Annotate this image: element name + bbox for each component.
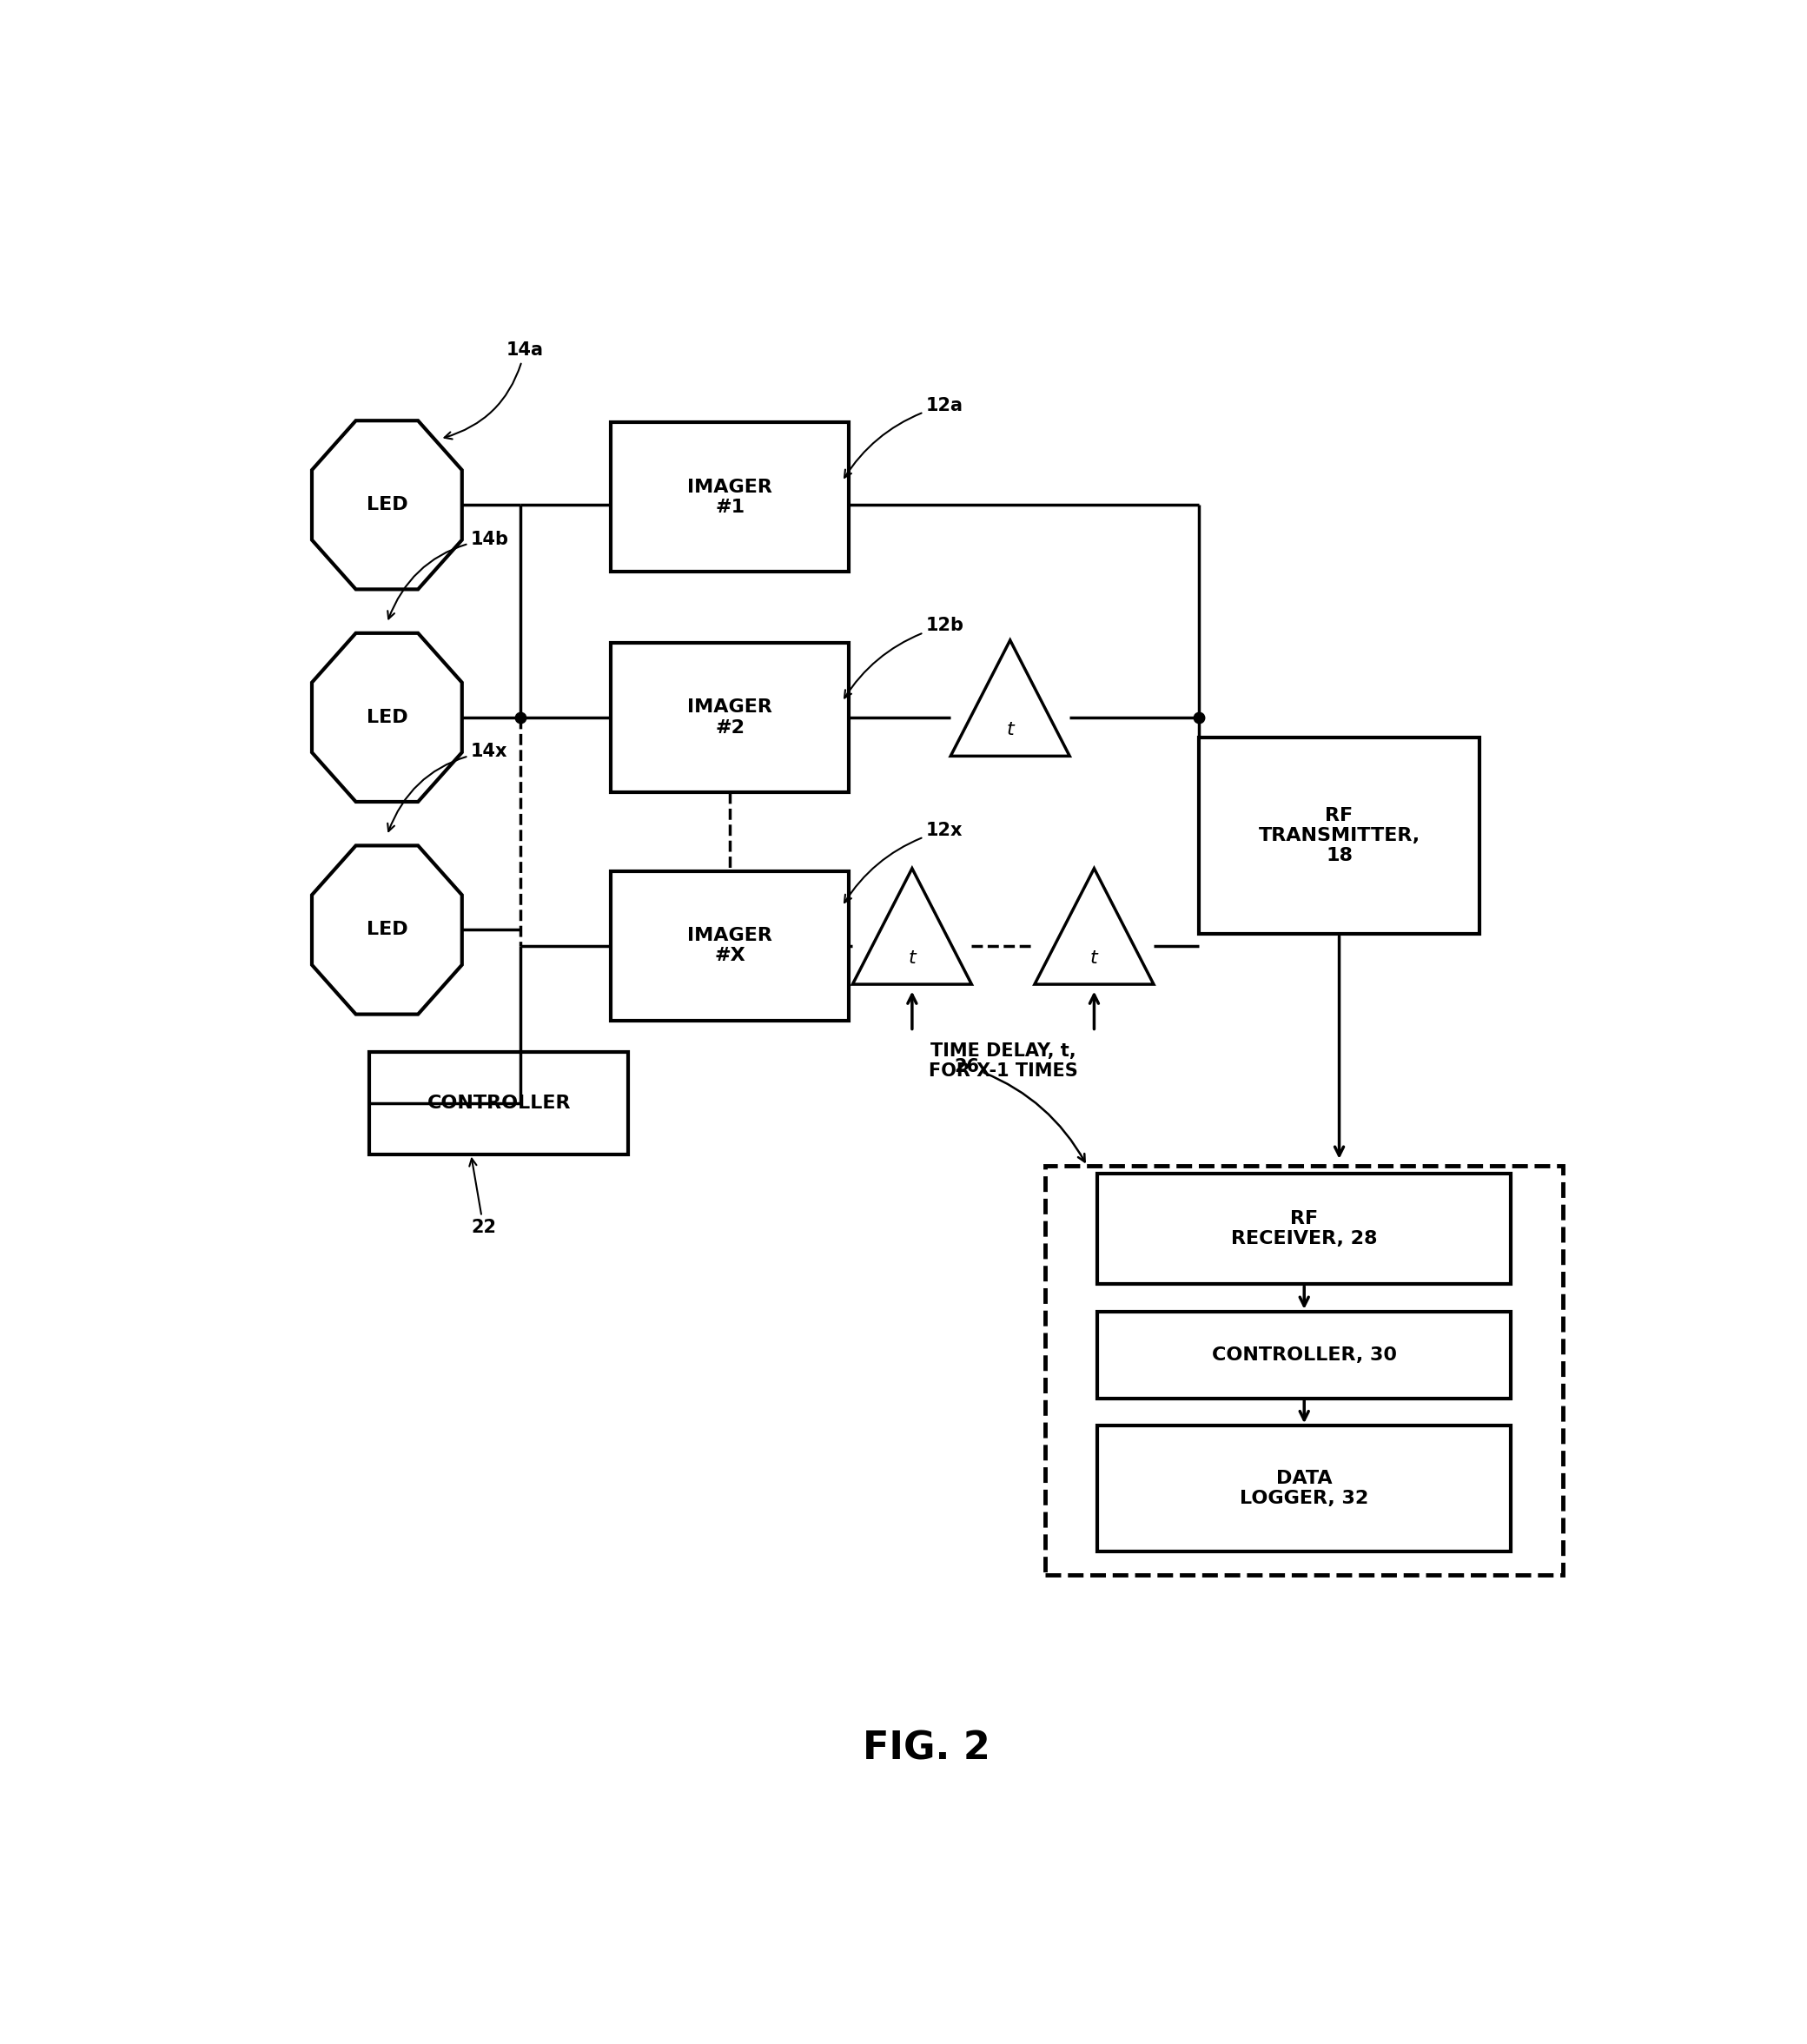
Polygon shape xyxy=(313,846,463,1014)
Text: t: t xyxy=(909,950,916,967)
Text: TIME DELAY, t,
FOR X-1 TIMES: TIME DELAY, t, FOR X-1 TIMES xyxy=(929,1042,1077,1079)
FancyBboxPatch shape xyxy=(1044,1165,1563,1576)
Text: DATA
LOGGER, 32: DATA LOGGER, 32 xyxy=(1240,1470,1368,1506)
Text: 26: 26 xyxy=(954,1057,1084,1161)
Text: IMAGER
#X: IMAGER #X xyxy=(687,926,773,965)
Polygon shape xyxy=(313,634,463,801)
FancyBboxPatch shape xyxy=(611,642,849,793)
Text: 14x: 14x xyxy=(389,742,508,832)
Text: CONTROLLER, 30: CONTROLLER, 30 xyxy=(1212,1347,1397,1363)
Text: LED: LED xyxy=(367,922,408,938)
Text: RF
RECEIVER, 28: RF RECEIVER, 28 xyxy=(1231,1210,1377,1247)
FancyBboxPatch shape xyxy=(611,871,849,1020)
Text: CONTROLLER: CONTROLLER xyxy=(426,1094,571,1112)
Text: RF
TRANSMITTER,
18: RF TRANSMITTER, 18 xyxy=(1258,807,1420,865)
Text: IMAGER
#1: IMAGER #1 xyxy=(687,478,773,515)
FancyBboxPatch shape xyxy=(1097,1173,1511,1284)
FancyBboxPatch shape xyxy=(1200,738,1480,934)
FancyBboxPatch shape xyxy=(369,1053,629,1155)
Text: t: t xyxy=(1090,950,1099,967)
Text: IMAGER
#2: IMAGER #2 xyxy=(687,699,773,736)
Text: t: t xyxy=(1006,722,1014,738)
Text: 12x: 12x xyxy=(844,822,963,903)
Text: LED: LED xyxy=(367,709,408,726)
FancyBboxPatch shape xyxy=(611,423,849,572)
Polygon shape xyxy=(950,640,1070,756)
Text: 14b: 14b xyxy=(389,531,510,619)
Text: 22: 22 xyxy=(470,1159,497,1237)
Text: LED: LED xyxy=(367,497,408,513)
Polygon shape xyxy=(1035,869,1153,985)
FancyBboxPatch shape xyxy=(1097,1427,1511,1551)
FancyBboxPatch shape xyxy=(1097,1312,1511,1398)
Polygon shape xyxy=(313,421,463,589)
Text: 14a: 14a xyxy=(445,341,544,439)
Polygon shape xyxy=(853,869,972,985)
Text: FIG. 2: FIG. 2 xyxy=(862,1729,990,1766)
Text: 12b: 12b xyxy=(844,617,965,697)
Text: 12a: 12a xyxy=(844,397,963,478)
